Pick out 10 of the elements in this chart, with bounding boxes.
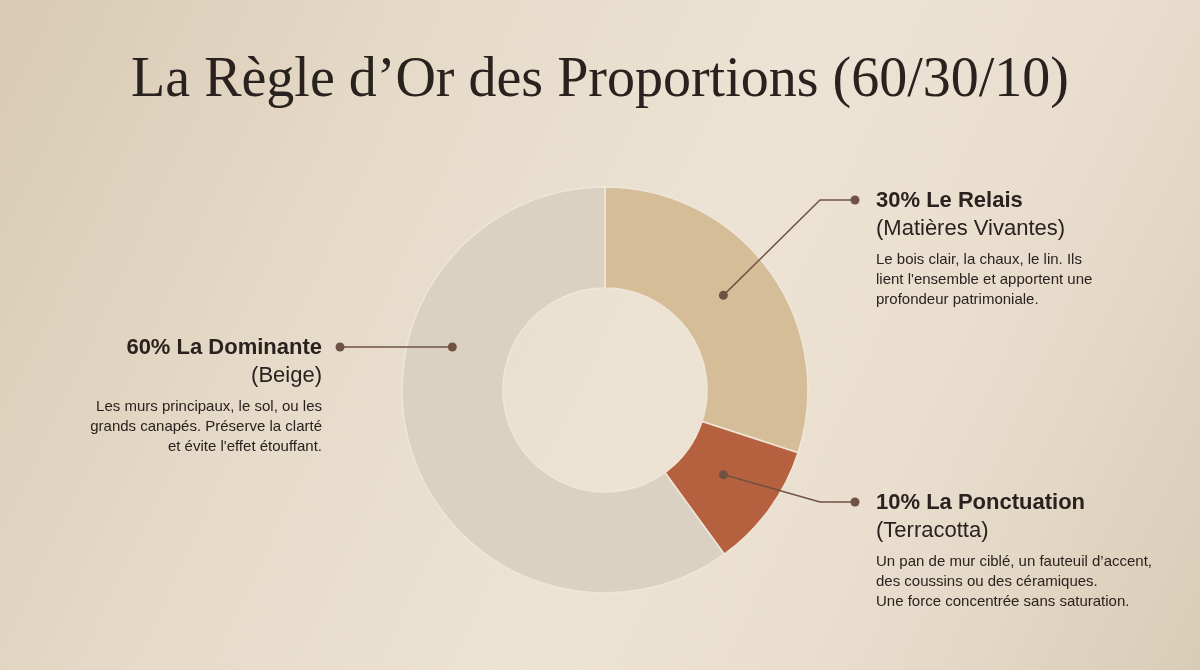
- text: Les murs principaux, le sol, ou les grands canapés. Préserve la clarté et évite l'effet étouffant.: [90, 396, 322, 456]
- text: (Beige): [250, 361, 322, 389]
- text: Un pan de mur ciblé, un fauteuil d’accent, des coussins ou des céramiques. Une force concentrée sans saturation.: [876, 551, 1152, 611]
- slice-label: 60% La Dominante: [125, 333, 322, 361]
- text: (Matières Vivantes): [876, 214, 1067, 242]
- slice-label: 30% Le Relais: [876, 186, 1024, 214]
- text: Le bois clair, la chaux, le lin. Ils lient l'ensemble et apportent une profondeur patrimoniale.: [876, 249, 1093, 309]
- slice-label: 10% La Ponctuation: [876, 488, 1087, 516]
- chart-title: La Règle d’Or des Proportions (60/30/10): [130, 45, 1070, 110]
- text: (Terracotta): [876, 516, 990, 544]
